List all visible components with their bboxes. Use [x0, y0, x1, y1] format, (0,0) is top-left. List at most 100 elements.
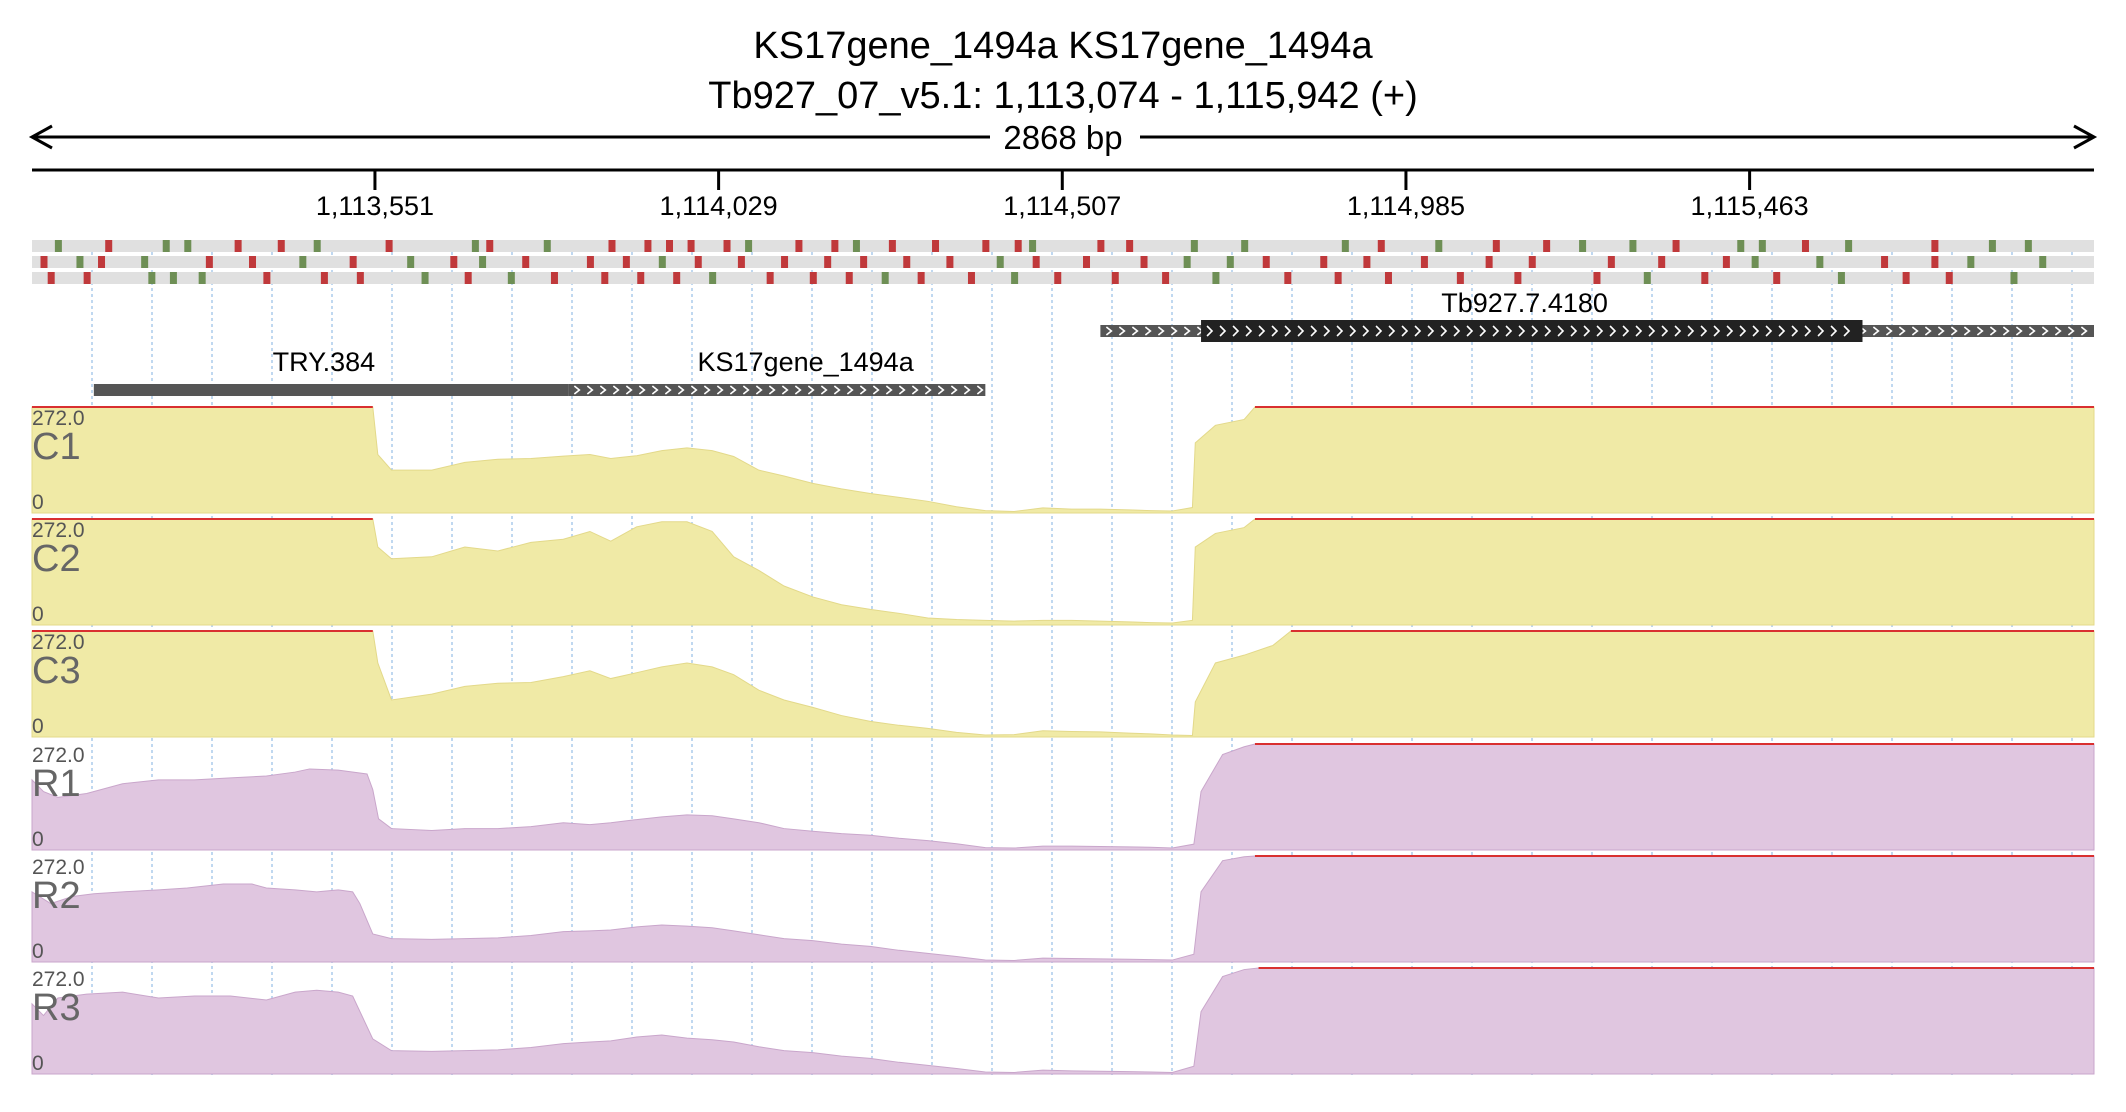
variant-mark	[450, 256, 458, 268]
span-arrowhead-right	[2073, 124, 2098, 150]
strand-chevron	[1518, 325, 1526, 337]
variant-mark	[996, 256, 1004, 268]
scale-max-label: 272.0	[32, 968, 85, 991]
strand-chevron	[1479, 325, 1487, 337]
variant-mark	[76, 256, 84, 268]
gene-bar	[93, 384, 569, 396]
strand-chevron	[1885, 326, 1893, 336]
strand-chevron	[2080, 326, 2088, 336]
strand-chevron	[768, 385, 776, 395]
track-name-label: C3	[32, 650, 81, 692]
strand-chevron	[1388, 325, 1396, 337]
region-title: Tb927_07_v5.1: 1,113,074 - 1,115,942 (+)	[708, 75, 1418, 117]
variant-mark	[1751, 256, 1759, 268]
variant-mark	[198, 272, 206, 284]
variant-mark	[982, 240, 990, 252]
strand-chevron	[1219, 325, 1227, 337]
scale-min-label: 0	[32, 715, 44, 738]
strand-chevron	[2067, 326, 2075, 336]
variant-mark	[349, 256, 357, 268]
strand-chevron	[1791, 325, 1799, 337]
coverage-tracks: 272.00C1272.00C2272.00C3272.00R1272.00R2…	[31, 406, 2095, 1075]
variant-mark	[795, 240, 803, 252]
variant-mark	[277, 240, 285, 252]
strand-chevron	[1492, 325, 1500, 337]
variant-lane	[32, 272, 2094, 284]
strand-chevron	[794, 385, 802, 395]
variant-mark	[1377, 240, 1385, 252]
strand-chevron	[1963, 326, 1971, 336]
coverage-area	[31, 406, 2095, 514]
strand-chevron	[1297, 325, 1305, 337]
variant-mark	[1528, 256, 1536, 268]
variant-mark	[1054, 272, 1062, 284]
variant-mark	[1456, 272, 1464, 284]
variant-mark	[1341, 240, 1349, 252]
strand-chevron	[2002, 326, 2010, 336]
variant-mark	[1014, 240, 1022, 252]
strand-chevron	[924, 385, 932, 395]
strand-chevron	[1505, 325, 1513, 337]
variant-mark	[1593, 272, 1601, 284]
span-arrowhead-left	[28, 124, 53, 150]
strand-chevron	[703, 385, 711, 395]
variant-mark	[169, 272, 177, 284]
strand-chevron	[1950, 326, 1958, 336]
variant-track	[32, 240, 2094, 284]
variant-mark	[1722, 256, 1730, 268]
variant-mark	[1902, 272, 1910, 284]
track-name-label: C1	[32, 426, 81, 468]
gene-tb927-7-4180: Tb927.7.4180	[1100, 288, 2094, 342]
variant-mark	[356, 272, 364, 284]
variant-mark	[2010, 272, 2018, 284]
strand-chevron	[1989, 326, 1997, 336]
strand-chevron	[1440, 325, 1448, 337]
variant-mark	[1543, 240, 1551, 252]
variant-mark	[1758, 240, 1766, 252]
strand-chevron	[1804, 325, 1812, 337]
position-ruler: 1,113,551 1,114,029 1,114,507 1,114,985 1,11…	[32, 168, 2094, 221]
scale-max-label: 272.0	[32, 631, 85, 654]
variant-mark	[1190, 240, 1198, 252]
variant-mark	[2039, 256, 2047, 268]
strand-chevron	[1466, 325, 1474, 337]
strand-chevron	[1118, 326, 1126, 336]
variant-mark	[687, 240, 695, 252]
strand-chevron	[1898, 326, 1906, 336]
strand-chevron	[1937, 326, 1945, 336]
strand-chevron	[638, 385, 646, 395]
variant-mark	[1816, 256, 1824, 268]
variant-mark	[479, 256, 487, 268]
variant-mark	[1931, 256, 1939, 268]
strand-chevron	[898, 385, 906, 395]
variant-mark	[917, 272, 925, 284]
variant-mark	[184, 240, 192, 252]
strand-chevron	[599, 385, 607, 395]
strand-chevron	[937, 385, 945, 395]
variant-mark	[522, 256, 530, 268]
strand-chevron	[1105, 326, 1113, 336]
strand-chevron	[1661, 325, 1669, 337]
variant-mark	[1320, 256, 1328, 268]
track-name-label: R3	[32, 987, 81, 1029]
variant-mark	[550, 272, 558, 284]
variant-mark	[831, 240, 839, 252]
strand-chevron	[1401, 325, 1409, 337]
strand-chevron	[1271, 325, 1279, 337]
gene-try-384: TRY.384	[93, 347, 569, 396]
variant-mark	[586, 256, 594, 268]
strand-chevron	[1739, 325, 1747, 337]
track-name-label: C2	[32, 538, 81, 580]
gene-ks17gene-1494a: KS17gene_1494a	[568, 347, 986, 396]
variant-mark	[299, 256, 307, 268]
strand-chevron	[1911, 326, 1919, 336]
variant-mark	[1212, 272, 1220, 284]
scale-min-label: 0	[32, 828, 44, 851]
variant-mark	[47, 272, 55, 284]
variant-mark	[1773, 272, 1781, 284]
strand-chevron	[1648, 325, 1656, 337]
coverage-area	[31, 967, 2095, 1075]
variant-mark	[1672, 240, 1680, 252]
scale-min-label: 0	[32, 491, 44, 514]
variant-mark	[1284, 272, 1292, 284]
